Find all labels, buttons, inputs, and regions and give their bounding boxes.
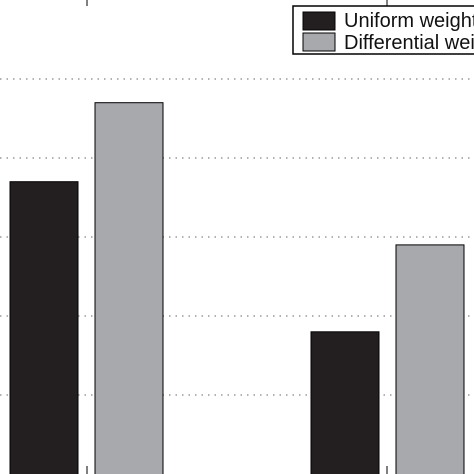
bar-series1-category1 [395, 244, 465, 474]
legend-swatch-uniform [302, 11, 336, 31]
gridlines [0, 78, 474, 396]
legend-swatch-differential [302, 32, 336, 52]
legend-label-differential: Differential weig [344, 32, 474, 54]
bar-series0-category1 [310, 331, 380, 474]
legend-label-uniform: Uniform weighti [344, 10, 474, 32]
x-axis-ticks [86, 0, 388, 474]
bar-series0-category0 [9, 181, 79, 474]
legend: Uniform weighti Differential weig [292, 5, 474, 55]
bar-series1-category0 [94, 102, 164, 474]
bars [9, 102, 465, 474]
